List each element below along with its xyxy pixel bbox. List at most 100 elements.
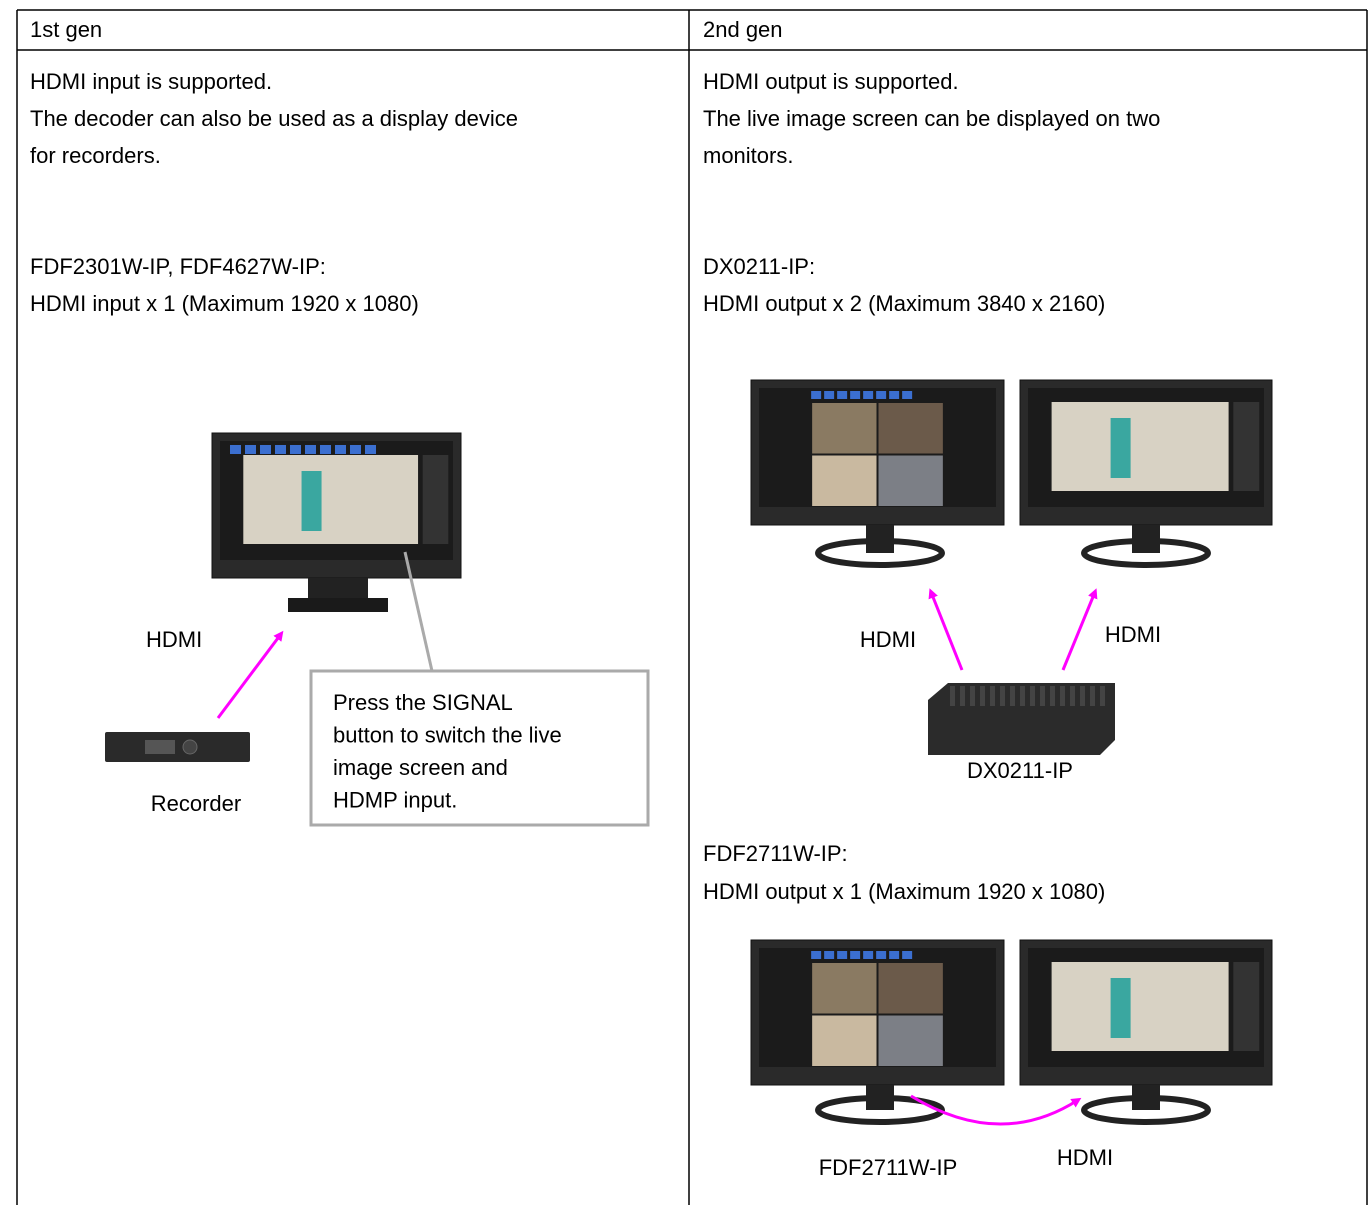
- side-panel: [1233, 402, 1260, 491]
- recorder-panel: [145, 740, 175, 754]
- paragraph: monitors.: [703, 143, 793, 168]
- column-heading: 1st gen: [30, 17, 102, 42]
- decoder-fin: [1030, 686, 1035, 706]
- callout-text: image screen and: [333, 755, 508, 780]
- decoder-fin: [1010, 686, 1015, 706]
- toolbar-icon: [320, 445, 331, 454]
- toolbar-icon: [260, 445, 271, 454]
- video-figure: [1110, 978, 1131, 1038]
- hdmi-arrow: [216, 630, 284, 719]
- toolbar-icon: [230, 445, 241, 454]
- spec: HDMI input x 1 (Maximum 1920 x 1080): [30, 291, 419, 316]
- callout-leader: [403, 551, 434, 672]
- video-figure: [1110, 418, 1131, 478]
- toolbar-icon: [365, 445, 376, 454]
- hdmi-arrow: [928, 588, 964, 671]
- toolbar-icon: [290, 445, 301, 454]
- stand-base: [1081, 538, 1211, 568]
- toolbar-icon: [811, 951, 822, 959]
- toolbar-icon: [350, 445, 361, 454]
- decoder-fin: [1040, 686, 1045, 706]
- toolbar-icon: [850, 391, 861, 399]
- toolbar-icon: [824, 951, 835, 959]
- video-tile: [812, 403, 877, 454]
- recorder-body: [105, 732, 250, 762]
- connection-label: HDMI: [1057, 1145, 1113, 1170]
- toolbar-icon: [850, 951, 861, 959]
- toolbar-icon: [275, 445, 286, 454]
- decoder-fin: [1070, 686, 1075, 706]
- decoder-fin: [970, 686, 975, 706]
- paragraph: The live image screen can be displayed o…: [703, 106, 1160, 131]
- paragraph: HDMI output is supported.: [703, 69, 959, 94]
- video-tile: [243, 455, 419, 544]
- toolbar-icon: [824, 391, 835, 399]
- video-tile: [878, 455, 943, 506]
- spec: HDMI output x 1 (Maximum 1920 x 1080): [703, 879, 1105, 904]
- decoder-fin: [1060, 686, 1065, 706]
- stand-base: [288, 598, 388, 612]
- paragraph: HDMI input is supported.: [30, 69, 272, 94]
- toolbar-icon: [902, 391, 913, 399]
- toolbar-icon: [305, 445, 316, 454]
- decoder-fin: [1000, 686, 1005, 706]
- decoder-fin: [1020, 686, 1025, 706]
- decoder-fin: [1050, 686, 1055, 706]
- connection-label: HDMI: [860, 627, 916, 652]
- toolbar-icon: [863, 951, 874, 959]
- decoder-fin: [1100, 686, 1105, 706]
- device-label: Recorder: [151, 791, 241, 816]
- monitor: [750, 939, 1005, 1086]
- toolbar-icon: [876, 391, 887, 399]
- monitor: [1019, 379, 1273, 526]
- toolbar-icon: [335, 445, 346, 454]
- decoder-fin: [950, 686, 955, 706]
- screen: [759, 948, 996, 1067]
- connection-label: HDMI: [146, 627, 202, 652]
- side-panel: [1233, 962, 1260, 1051]
- video-tile: [1051, 962, 1229, 1051]
- toolbar-icon: [811, 391, 822, 399]
- table-borders: [16, 9, 1368, 1205]
- stand-base: [1081, 1095, 1211, 1125]
- hdmi-arrow: [1061, 588, 1098, 671]
- callout-text: button to switch the live: [333, 722, 562, 747]
- decoder-fin: [1080, 686, 1085, 706]
- device-label: FDF2711W-IP: [819, 1155, 958, 1180]
- callout-text: HDMP input.: [333, 787, 457, 812]
- paragraph: for recorders.: [30, 143, 161, 168]
- toolbar-icon: [876, 951, 887, 959]
- video-tile: [812, 1015, 877, 1066]
- decoder-fin: [990, 686, 995, 706]
- model-names: FDF2301W-IP, FDF4627W-IP:: [30, 254, 326, 279]
- video-tile: [812, 963, 877, 1014]
- toolbar-icon: [889, 391, 900, 399]
- stand-base: [815, 538, 945, 568]
- monitor: [750, 379, 1005, 526]
- model-names: DX0211-IP:: [703, 254, 815, 279]
- toolbar-icon: [837, 391, 848, 399]
- side-panel: [422, 455, 449, 544]
- toolbar-icon: [837, 951, 848, 959]
- toolbar-icon: [902, 951, 913, 959]
- video-tile: [878, 1015, 943, 1066]
- monitor: [1019, 939, 1273, 1086]
- spec: HDMI output x 2 (Maximum 3840 x 2160): [703, 291, 1105, 316]
- device-label: DX0211-IP: [967, 758, 1073, 783]
- monitor: [211, 432, 462, 579]
- decoder-fin: [960, 686, 965, 706]
- toolbar-icon: [889, 951, 900, 959]
- decoder-fin: [980, 686, 985, 706]
- stand-base: [815, 1095, 945, 1125]
- video-tile: [878, 403, 943, 454]
- video-tile: [812, 455, 877, 506]
- decoder-fin: [1090, 686, 1095, 706]
- screen: [759, 388, 996, 507]
- recorder-knob: [182, 739, 198, 755]
- connection-label: HDMI: [1105, 622, 1161, 647]
- callout-box: [309, 669, 650, 827]
- toolbar-icon: [245, 445, 256, 454]
- hdmi-arrow: [910, 1094, 1082, 1126]
- video-tile: [878, 963, 943, 1014]
